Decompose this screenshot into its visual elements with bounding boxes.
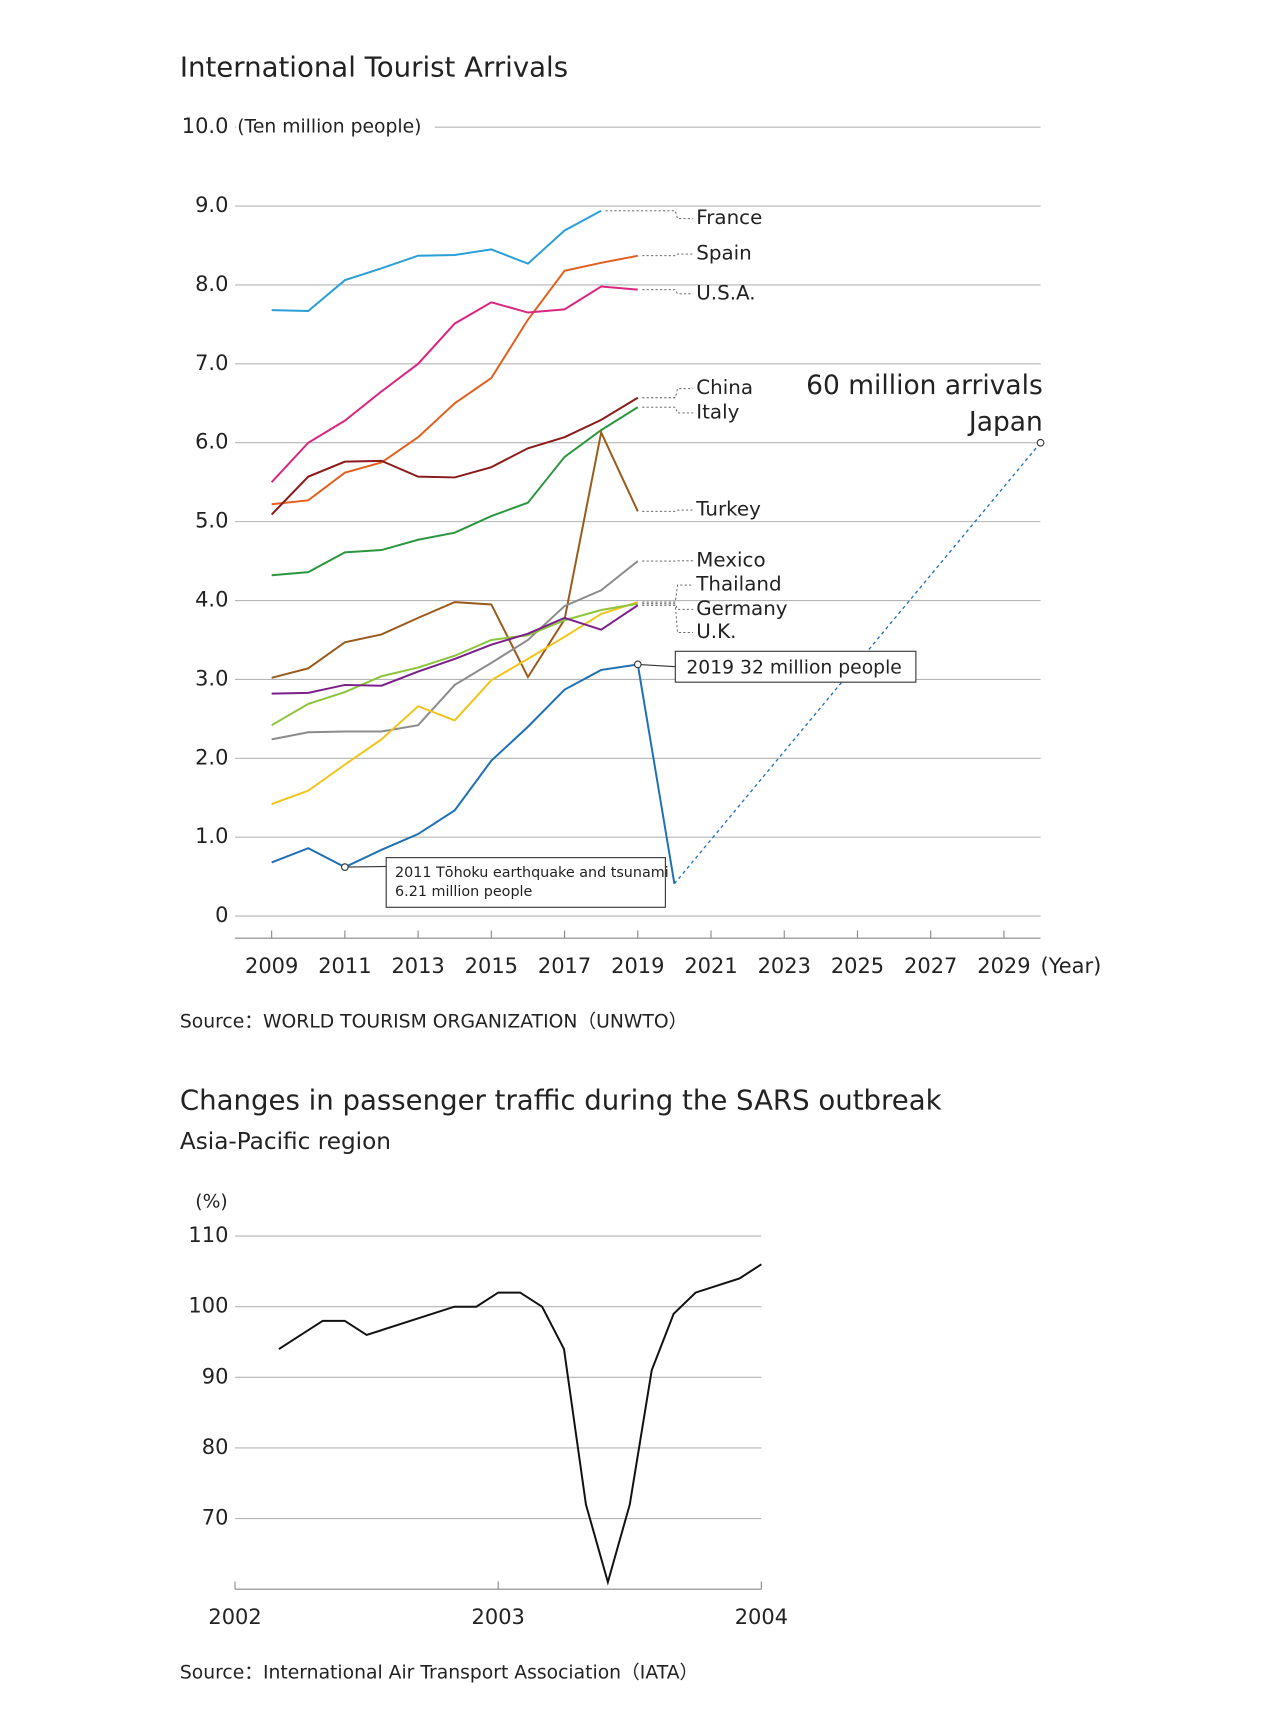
x-tick-label: 2017 — [538, 954, 591, 978]
callout-box — [385, 857, 666, 908]
series-label: U.S.A. — [696, 281, 755, 304]
y-tick-label: 6.0 — [195, 430, 228, 454]
leader-line — [642, 604, 693, 633]
x-tick-label: 2023 — [758, 954, 811, 978]
x-tick-label: 2027 — [904, 954, 957, 978]
x-tick-label: 2009 — [245, 954, 298, 978]
series-line — [271, 560, 639, 741]
x-tick-label: 2003 — [472, 1605, 525, 1629]
series-line — [271, 601, 639, 806]
y-tick-label: 5.0 — [195, 509, 228, 533]
leader-line — [642, 509, 693, 512]
leader-line — [642, 253, 693, 257]
series-line — [271, 604, 639, 695]
y-tick-label: 3.0 — [195, 666, 228, 690]
series-label: U.K. — [696, 620, 736, 643]
series-line — [271, 406, 639, 577]
callout-point — [633, 660, 642, 669]
x-tick-label: 2021 — [684, 954, 737, 978]
chart-subtitle: Asia-Pacific region — [180, 1128, 391, 1155]
series-line — [271, 254, 638, 506]
leader-line — [642, 603, 693, 610]
x-tick-label: 2019 — [611, 954, 664, 978]
y-tick-label: 110 — [188, 1223, 228, 1247]
callout-box — [674, 650, 917, 683]
y-tick-label: 80 — [202, 1435, 229, 1459]
series-label: Japan — [967, 406, 1043, 437]
series-label: Thailand — [695, 573, 781, 596]
y-tick-label: 100 — [188, 1294, 228, 1318]
callout-text: 2011 Tōhoku earthquake and tsunami — [395, 865, 669, 881]
series-line — [270, 285, 638, 483]
x-tick-label: 2025 — [831, 954, 884, 978]
series-label: Germany — [696, 597, 788, 620]
series-line — [271, 602, 638, 727]
source: Source：WORLD TOURISM ORGANIZATION（UNWTO） — [180, 1011, 688, 1033]
series-label: Mexico — [696, 548, 765, 571]
x-tick-label: 2011 — [318, 954, 371, 978]
y-tick-label: 70 — [202, 1506, 229, 1530]
series-label: China — [696, 376, 753, 399]
x-tick-label: 2002 — [208, 1605, 261, 1629]
chart-title: Changes in passenger traffic during the … — [180, 1083, 942, 1116]
leader-line — [605, 210, 693, 220]
series-line — [271, 663, 676, 884]
x-tick-label: 2015 — [465, 954, 518, 978]
callout-point — [341, 863, 349, 871]
y-tick-label: 10.0 — [182, 114, 229, 138]
series-line — [271, 429, 639, 680]
y-axis-unit: (Ten million people) — [237, 117, 421, 138]
x-tick-label: 2004 — [735, 1605, 788, 1629]
leader-line — [642, 388, 693, 399]
y-tick-label: 1.0 — [195, 824, 228, 848]
leader-line — [642, 584, 693, 603]
label-backing — [236, 113, 435, 141]
y-tick-label: 4.0 — [195, 588, 228, 612]
leader-line — [642, 289, 693, 295]
callout-text: 6.21 million people — [395, 884, 532, 900]
series-label: Turkey — [695, 498, 761, 521]
y-tick-label: 7.0 — [195, 351, 228, 375]
chart-title: International Tourist Arrivals — [180, 51, 568, 84]
y-tick-label: 8.0 — [195, 272, 228, 296]
target-point — [1036, 438, 1045, 447]
y-tick-label: 0 — [215, 903, 228, 927]
leader-line — [642, 406, 693, 414]
callout-text: 2019 32 million people — [686, 657, 901, 678]
series-label: Italy — [696, 400, 739, 423]
x-axis-label: (Year) — [1041, 954, 1102, 978]
series-label: France — [696, 206, 762, 229]
y-axis-unit: (%) — [195, 1191, 227, 1212]
callout-line — [344, 865, 387, 868]
series-line — [278, 1263, 762, 1586]
source: Source：International Air Transport Assoc… — [180, 1662, 698, 1684]
x-tick-label: 2013 — [391, 954, 444, 978]
series-label: Spain — [696, 242, 752, 265]
y-tick-label: 9.0 — [195, 193, 228, 217]
callout-line — [637, 663, 676, 668]
y-tick-label: 2.0 — [195, 745, 228, 769]
projection-label: 60 million arrivals — [806, 370, 1043, 401]
x-tick-label: 2029 — [977, 954, 1030, 978]
series-line — [270, 396, 639, 516]
y-tick-label: 90 — [202, 1364, 229, 1388]
series-line — [271, 209, 602, 312]
